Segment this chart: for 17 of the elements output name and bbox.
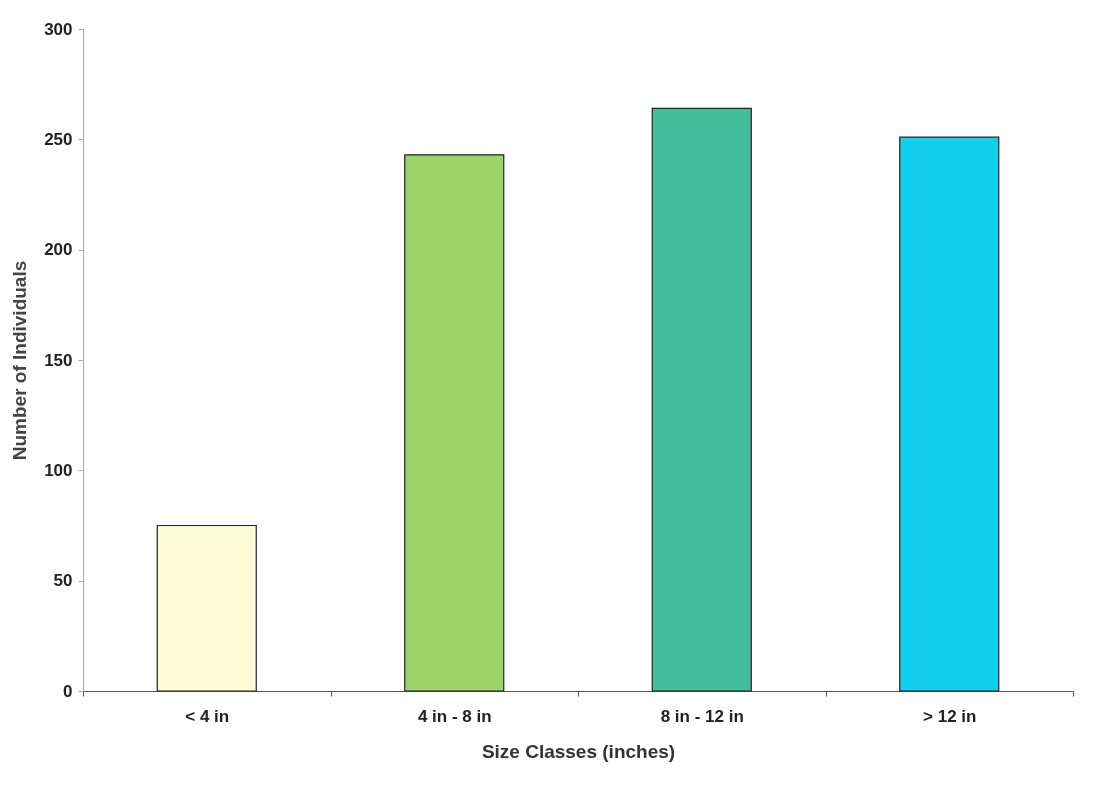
y-tick-label: 100 (44, 460, 73, 480)
bar (404, 154, 505, 692)
x-tick-label: > 12 in (923, 706, 977, 726)
x-tick-label: < 4 in (185, 706, 230, 726)
x-axis-title: Size Classes (inches) (481, 740, 676, 762)
x-tick-label: 4 in - 8 in (417, 706, 492, 726)
y-tick-label: 150 (44, 350, 73, 370)
bar (899, 136, 1000, 692)
y-axis-title: Number of Individuals (9, 260, 31, 461)
bar (156, 524, 257, 692)
y-tick-label: 200 (44, 240, 73, 260)
y-tick-label: 250 (44, 129, 73, 149)
y-tick-label: 50 (53, 571, 73, 591)
y-tick-label: 0 (63, 681, 73, 701)
y-tick-label: 300 (44, 19, 73, 39)
x-tick-label: 8 in - 12 in (660, 706, 744, 726)
bar (651, 107, 752, 692)
